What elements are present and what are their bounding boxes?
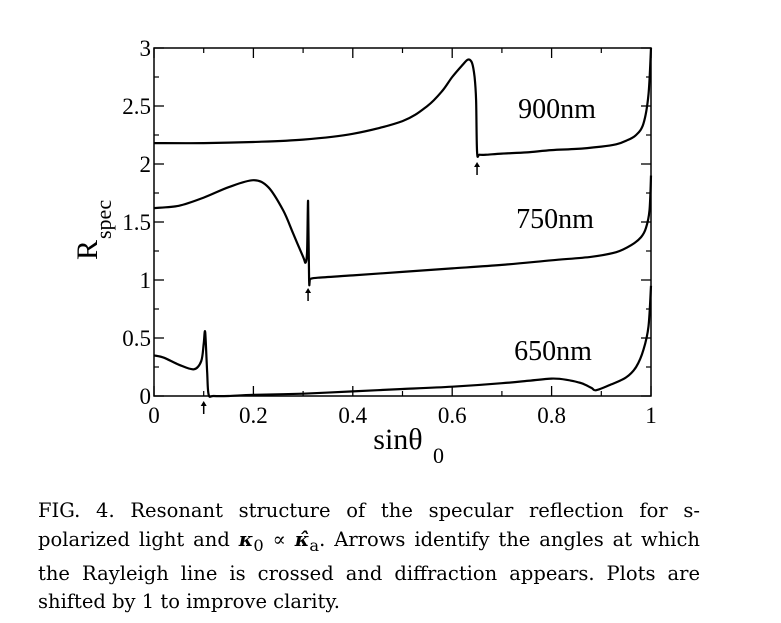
y-tick-label: 0 [140,384,152,409]
arrow-head-900nm [474,162,481,167]
figure-caption: FIG. 4. Resonant structure of the specul… [38,497,700,617]
curve-label-650nm: 650nm [514,336,592,367]
x-axis-title: sinθ [373,423,422,456]
y-tick-label: 2 [140,152,152,177]
reflection-chart: 0 0.2 0.4 0.6 0.8 1 0 0.5 1 1.5 2 2.5 3 900nm 750nm 650… [71,36,657,468]
arrow-head-650nm [200,401,207,406]
x-tick-label: 0.4 [338,403,367,428]
x-axis-subscript: 0 [433,443,444,468]
kappa-hat-subscript: a [309,535,320,555]
kappa-zero-symbol: κ [238,527,254,551]
curve-label-750nm: 750nm [516,204,594,235]
caption-text-2: . Arrows identify the angles at which th… [38,527,700,614]
series-line-900nm [153,47,653,158]
x-tick-label: 0.2 [239,403,268,428]
curves [153,47,653,398]
figure: 0 0.2 0.4 0.6 0.8 1 0 0.5 1 1.5 2 2.5 3 900nm 750nm 650… [71,36,657,468]
y-tick-label: 3 [140,36,152,61]
y-tick-label: 1 [140,268,152,293]
proportional-symbol: ∝ [263,527,295,551]
series-line-650nm [153,285,653,398]
kappa-zero-subscript: 0 [253,535,264,555]
y-tick-label: 2.5 [122,94,151,119]
rayleigh-arrows [200,162,481,414]
x-tick-label: 0.6 [438,403,467,428]
x-tick-label: 0.8 [537,403,566,428]
y-tick-label: 1.5 [122,210,151,235]
kappa-hat-symbol: κ̂ [294,527,310,551]
caption-lead: FIG. 4. [38,499,115,522]
y-axis-subscript: spec [91,200,116,239]
y-tick-label: 0.5 [122,326,151,351]
curve-label-900nm: 900nm [518,94,596,125]
chart-text: 0 0.2 0.4 0.6 0.8 1 0 0.5 1 1.5 2 2.5 3 900nm 750nm 650… [71,36,657,468]
arrow-head-750nm [305,288,312,293]
x-tick-label: 0 [148,403,160,428]
x-tick-label: 1 [645,403,657,428]
series-line-750nm [153,175,653,287]
y-axis-title: R [71,240,104,260]
caption-text-1: Resonant structure of the specular refle… [38,499,700,551]
